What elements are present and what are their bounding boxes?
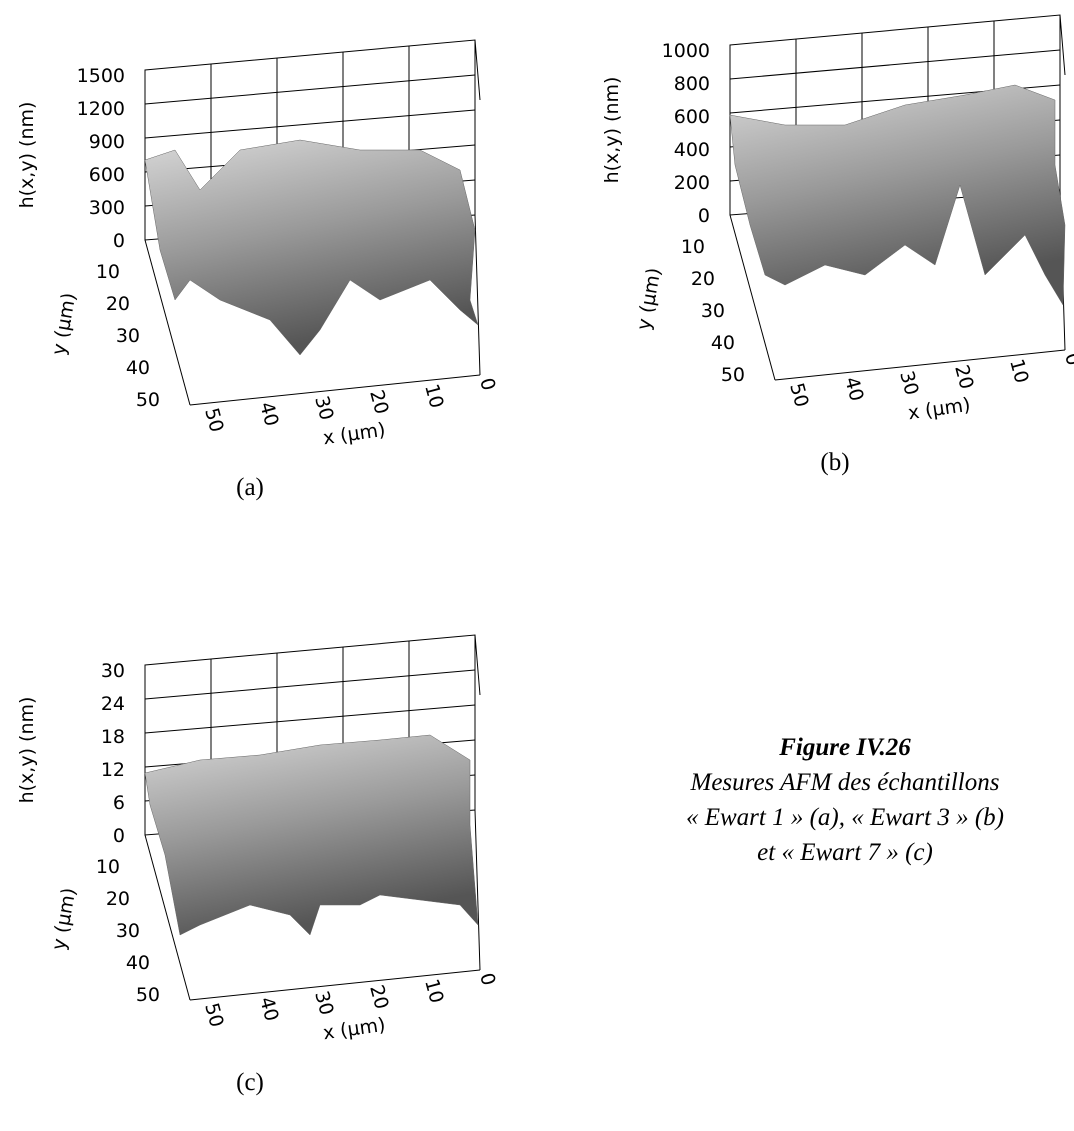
y-tick-label: 40: [126, 952, 150, 974]
axis-line: [189, 374, 481, 406]
panel-label: (a): [236, 474, 264, 501]
z-tick-label: 600: [674, 106, 710, 128]
y-tick-label: 30: [701, 300, 725, 322]
caption-line: et « Ewart 7 » (c): [757, 839, 933, 866]
x-tick-label: 50: [200, 406, 228, 435]
z-tick-label: 600: [89, 164, 125, 186]
grid-line: [144, 109, 476, 139]
axis-line: [474, 634, 481, 696]
z-tick-label: 24: [101, 693, 125, 715]
x-tick-label: 0: [475, 376, 499, 393]
x-tick-label: 10: [420, 977, 448, 1006]
x-tick-label: 30: [310, 989, 338, 1018]
x-tick-label: 40: [255, 995, 283, 1024]
z-tick-label: 0: [113, 825, 125, 847]
z-tick-label: 18: [101, 726, 125, 748]
x-tick-label: 40: [840, 375, 868, 404]
x-axis-title: x (µm): [907, 394, 972, 425]
z-tick-label: 30: [101, 660, 125, 682]
z-tick-label: 1500: [77, 65, 125, 87]
z-tick-label: 6: [113, 792, 125, 814]
x-tick-label: 40: [255, 400, 283, 429]
y-tick-label: 10: [681, 236, 705, 258]
z-tick-label: 200: [674, 172, 710, 194]
grid-line: [144, 704, 476, 734]
axis-line: [474, 39, 481, 101]
y-axis-title: y (µm): [48, 291, 81, 357]
y-tick-label: 20: [691, 268, 715, 290]
z-tick-label: 12: [101, 759, 125, 781]
surface: [144, 734, 479, 936]
y-axis-title: y (µm): [633, 266, 666, 332]
x-axis-title: x (µm): [322, 419, 387, 450]
grid-line: [729, 49, 1061, 80]
y-axis-title: y (µm): [48, 886, 81, 952]
axis-line: [474, 214, 481, 376]
axis-line: [774, 349, 1066, 381]
grid-line: [144, 669, 476, 700]
caption-line: Mesures AFM des échantillons: [690, 769, 1000, 796]
y-tick-label: 30: [116, 920, 140, 942]
x-tick-label: 50: [785, 381, 813, 410]
z-tick-label: 900: [89, 131, 125, 153]
z-tick-label: 0: [698, 205, 710, 227]
z-tick-label: 400: [674, 139, 710, 161]
x-tick-label: 0: [475, 971, 499, 988]
z-axis-title: h(x,y) (nm): [601, 77, 623, 184]
y-tick-label: 50: [721, 364, 745, 386]
surface: [729, 84, 1066, 306]
z-tick-label: 1200: [77, 98, 125, 120]
z-tick-label: 300: [89, 197, 125, 219]
y-tick-label: 50: [136, 984, 160, 1006]
caption-line: « Ewart 1 » (a), « Ewart 3 » (b): [686, 804, 1004, 831]
z-axis-title: h(x,y) (nm): [16, 697, 38, 804]
axis-line: [144, 239, 191, 406]
y-tick-label: 20: [106, 293, 130, 315]
surface: [144, 139, 479, 356]
y-tick-label: 30: [116, 325, 140, 347]
z-tick-label: 1000: [662, 40, 710, 62]
y-tick-label: 40: [711, 332, 735, 354]
x-tick-label: 50: [200, 1001, 228, 1030]
z-tick-label: 800: [674, 73, 710, 95]
panel-label: (c): [236, 1069, 264, 1096]
axis-line: [729, 214, 776, 381]
axis-line: [144, 834, 191, 1001]
panel-label: (b): [820, 449, 849, 476]
x-tick-label: 20: [365, 983, 393, 1012]
x-tick-label: 10: [420, 382, 448, 411]
y-tick-label: 40: [126, 357, 150, 379]
x-tick-label: 30: [310, 394, 338, 423]
x-tick-label: 10: [1005, 357, 1033, 386]
z-axis-title: h(x,y) (nm): [16, 102, 38, 209]
x-tick-label: 20: [950, 363, 978, 392]
x-tick-label: 0: [1060, 351, 1074, 368]
y-tick-label: 20: [106, 888, 130, 910]
axis-line: [474, 809, 481, 971]
axis-line: [189, 969, 481, 1001]
axis-line: [1059, 14, 1066, 76]
y-tick-label: 10: [96, 261, 120, 283]
grid-line: [144, 74, 476, 105]
y-tick-label: 50: [136, 389, 160, 411]
x-tick-label: 30: [895, 369, 923, 398]
caption-title: Figure IV.26: [778, 734, 911, 761]
x-axis-title: x (µm): [322, 1014, 387, 1045]
x-tick-label: 20: [365, 388, 393, 417]
y-tick-label: 10: [96, 856, 120, 878]
surface-plot: 30 24 18 12 6 0 h(x,y) (nm) 10 20 30 40 50 y (µm) 50 4…: [16, 634, 500, 1096]
z-tick-label: 0: [113, 230, 125, 252]
